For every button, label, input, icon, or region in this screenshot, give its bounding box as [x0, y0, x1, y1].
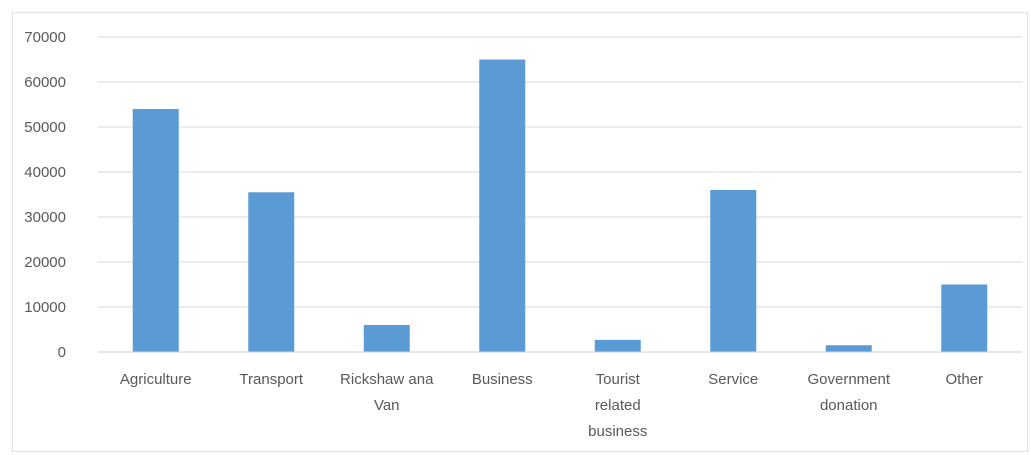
x-tick-label: Agriculture — [120, 371, 192, 388]
bar — [594, 339, 641, 352]
bar — [479, 59, 526, 352]
y-tick-label: 30000 — [24, 209, 66, 226]
x-tick-label: Tourist related business — [588, 371, 647, 440]
bar — [941, 284, 988, 352]
y-tick-label: 20000 — [24, 254, 66, 271]
bar — [710, 190, 757, 352]
bar — [825, 345, 872, 352]
x-tick-label: Service — [708, 371, 758, 388]
y-tick-label: 60000 — [24, 74, 66, 91]
x-tick-label: Business — [472, 371, 533, 388]
x-tick-label: Government donation — [807, 371, 890, 414]
y-tick-label: 10000 — [24, 299, 66, 316]
y-tick-label: 0 — [58, 344, 66, 361]
y-tick-label: 40000 — [24, 164, 66, 181]
x-tick-label: Rickshaw ana Van — [340, 371, 434, 414]
x-tick-label: Transport — [239, 371, 303, 388]
bar — [132, 109, 179, 352]
y-tick-label: 50000 — [24, 119, 66, 136]
y-tick-label: 70000 — [24, 29, 66, 46]
x-tick-label: Other — [945, 371, 983, 388]
bar — [248, 192, 295, 352]
bar — [363, 325, 410, 352]
